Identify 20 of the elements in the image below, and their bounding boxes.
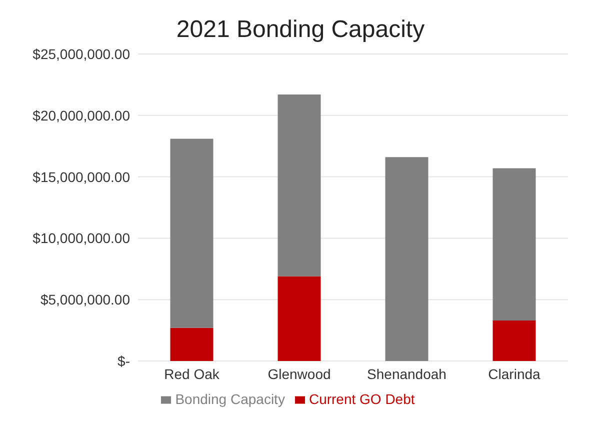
bar <box>385 157 428 361</box>
y-tick-label: $25,000,000.00 <box>32 46 130 62</box>
y-tick-label: $10,000,000.00 <box>32 230 130 246</box>
legend-label: Bonding Capacity <box>175 391 285 407</box>
x-tick-label: Red Oak <box>164 366 220 382</box>
y-tick-label: $20,000,000.00 <box>32 107 130 124</box>
bar <box>278 94 321 276</box>
bar <box>278 276 321 361</box>
y-tick-label: $- <box>118 352 130 369</box>
bar <box>492 168 536 320</box>
x-tick-label: Glenwood <box>268 366 331 382</box>
x-tick-label: Clarinda <box>488 366 541 382</box>
bar <box>170 138 214 328</box>
legend-label: Current GO Debt <box>308 391 415 407</box>
chart-title: 2021 Bonding Capacity <box>175 15 426 44</box>
y-tick-label: $5,000,000.00 <box>40 292 130 308</box>
bar <box>170 328 214 361</box>
x-tick-label: Shenandoah <box>367 366 446 382</box>
y-tick-label: $15,000,000.00 <box>32 168 130 185</box>
bar <box>492 320 536 361</box>
